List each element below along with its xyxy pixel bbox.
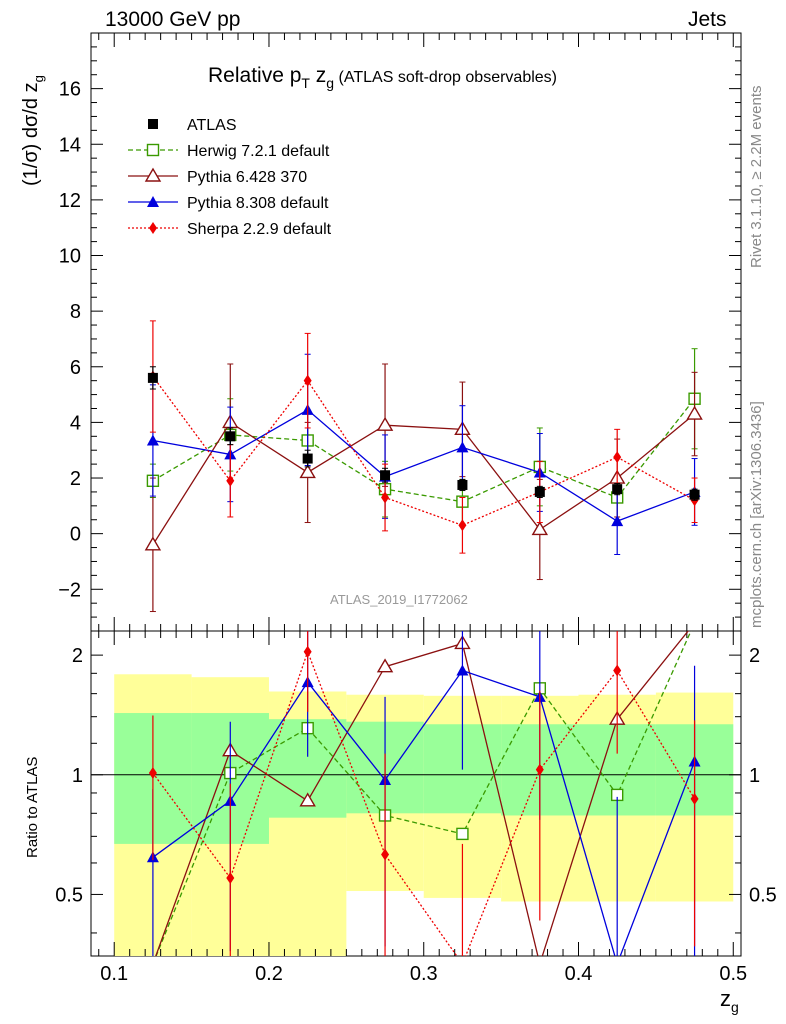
legend-marker — [148, 119, 158, 129]
series-sherpa-2-2-9-default — [148, 320, 699, 554]
ratio-y-tick-label: 1 — [72, 765, 83, 787]
ratio-line — [152, 649, 696, 956]
series-line — [152, 398, 696, 503]
legend-marker — [149, 222, 157, 234]
data-point — [226, 474, 235, 487]
legend-item: Pythia 6.428 370 — [128, 167, 307, 186]
ratio-point — [226, 871, 235, 884]
data-point — [147, 372, 158, 383]
x-tick-label: 0.4 — [565, 963, 593, 985]
legend-label: Herwig 7.2.1 default — [187, 143, 330, 160]
rivet-version-label: Rivet 3.1.10, ≥ 2.2M events — [748, 85, 765, 269]
legend-marker — [147, 196, 159, 207]
legend-marker — [144, 167, 162, 182]
legend-item: Sherpa 2.2.9 default — [128, 221, 332, 238]
ratio-y-tick-label-right: 2 — [749, 645, 760, 667]
legend-label: ATLAS — [187, 117, 237, 134]
data-point — [612, 484, 623, 495]
mcplots-label: mcplots.cern.ch [arXiv:1306.3436] — [748, 401, 765, 628]
ratio-y-tick-label-right: 1 — [749, 765, 760, 787]
data-point — [376, 416, 394, 431]
ratio-point — [690, 792, 699, 805]
data-point — [381, 491, 390, 504]
x-tick-label: 0.5 — [719, 963, 747, 985]
data-point — [613, 451, 622, 464]
series-line — [152, 376, 695, 527]
legend: ATLAS Herwig 7.2.1 default Pythia 6.428 37… — [128, 117, 332, 238]
data-point — [531, 521, 549, 536]
ratio-point — [303, 645, 312, 658]
legend-marker — [146, 143, 160, 157]
y-tick-label: 12 — [59, 190, 81, 212]
main-axis-ticks: −2 0 2 4 6 8 10 12 14 16 — [58, 33, 741, 631]
ratio-point — [535, 763, 544, 776]
energy-label: 13000 GeV pp — [105, 8, 241, 31]
ratio-series — [146, 631, 701, 956]
ratio-y-tick-label: 2 — [72, 645, 83, 667]
data-point — [458, 519, 467, 532]
data-point — [689, 489, 700, 500]
data-point — [456, 441, 469, 453]
y-tick-label: 0 — [70, 524, 81, 546]
ratio-point — [456, 664, 469, 676]
ratio-y-tick-label-right: 0.5 — [749, 884, 777, 906]
legend-label: Pythia 6.428 370 — [187, 169, 307, 186]
legend-label: Sherpa 2.2.9 default — [187, 221, 332, 238]
analysis-watermark: ATLAS_2019_I1772062 — [330, 592, 468, 607]
ratio-line — [155, 631, 689, 956]
ratio-plot-frame — [90, 630, 742, 957]
x-axis-label: zg — [720, 986, 739, 1015]
ratio-series-sherpa-2-2-9-default — [148, 631, 699, 956]
data-point — [146, 434, 159, 446]
ratio-point — [376, 658, 394, 673]
data-point — [302, 453, 313, 464]
data-point — [225, 431, 236, 442]
ratio-point — [148, 767, 157, 780]
y-tick-label: 10 — [59, 246, 81, 268]
main-series — [144, 320, 703, 613]
ratio-axis-ticks: 0.5 0.5 1 1 2 2 0.1 0.2 0.3 0.4 0.5 — [55, 631, 777, 985]
chart-title: Relative pT zg (ATLAS soft-drop observab… — [208, 64, 557, 91]
data-point — [380, 470, 391, 481]
ratio-line — [155, 631, 692, 956]
series-line — [152, 413, 695, 546]
x-tick-label: 0.1 — [100, 963, 128, 985]
data-point — [144, 536, 162, 551]
y-tick-label: 6 — [70, 357, 81, 379]
y-tick-label: 8 — [70, 301, 81, 323]
y-tick-label: 14 — [59, 134, 81, 156]
x-tick-label: 0.3 — [410, 963, 438, 985]
legend-item: Pythia 8.308 default — [128, 195, 329, 212]
ratio-point — [613, 664, 622, 677]
main-y-axis-label: (1/σ) dσ/d zg — [20, 75, 46, 186]
data-point — [611, 515, 624, 527]
ratio-point — [381, 848, 390, 861]
legend-label: Pythia 8.308 default — [187, 195, 329, 212]
legend-item: Herwig 7.2.1 default — [128, 143, 330, 160]
ratio-y-tick-label: 0.5 — [55, 884, 83, 906]
ratio-line — [152, 669, 696, 956]
process-label: Jets — [688, 8, 727, 31]
y-tick-label: −2 — [58, 579, 81, 601]
series-line — [152, 409, 695, 522]
y-tick-label: 2 — [70, 468, 81, 490]
x-tick-label: 0.2 — [255, 963, 283, 985]
y-tick-label: 16 — [59, 79, 81, 101]
legend-item: ATLAS — [148, 117, 237, 134]
ratio-series-group — [146, 631, 701, 956]
ratio-point — [456, 827, 469, 841]
ratio-y-axis-label: Ratio to ATLAS — [24, 757, 41, 858]
data-point — [303, 374, 312, 387]
data-point — [686, 405, 703, 420]
data-point — [534, 486, 545, 497]
ratio-point — [299, 792, 316, 807]
series-atlas — [147, 366, 700, 501]
y-tick-label: 4 — [70, 412, 81, 434]
data-point — [299, 464, 316, 479]
data-point — [457, 479, 468, 490]
uncertainty-bands — [91, 674, 741, 956]
